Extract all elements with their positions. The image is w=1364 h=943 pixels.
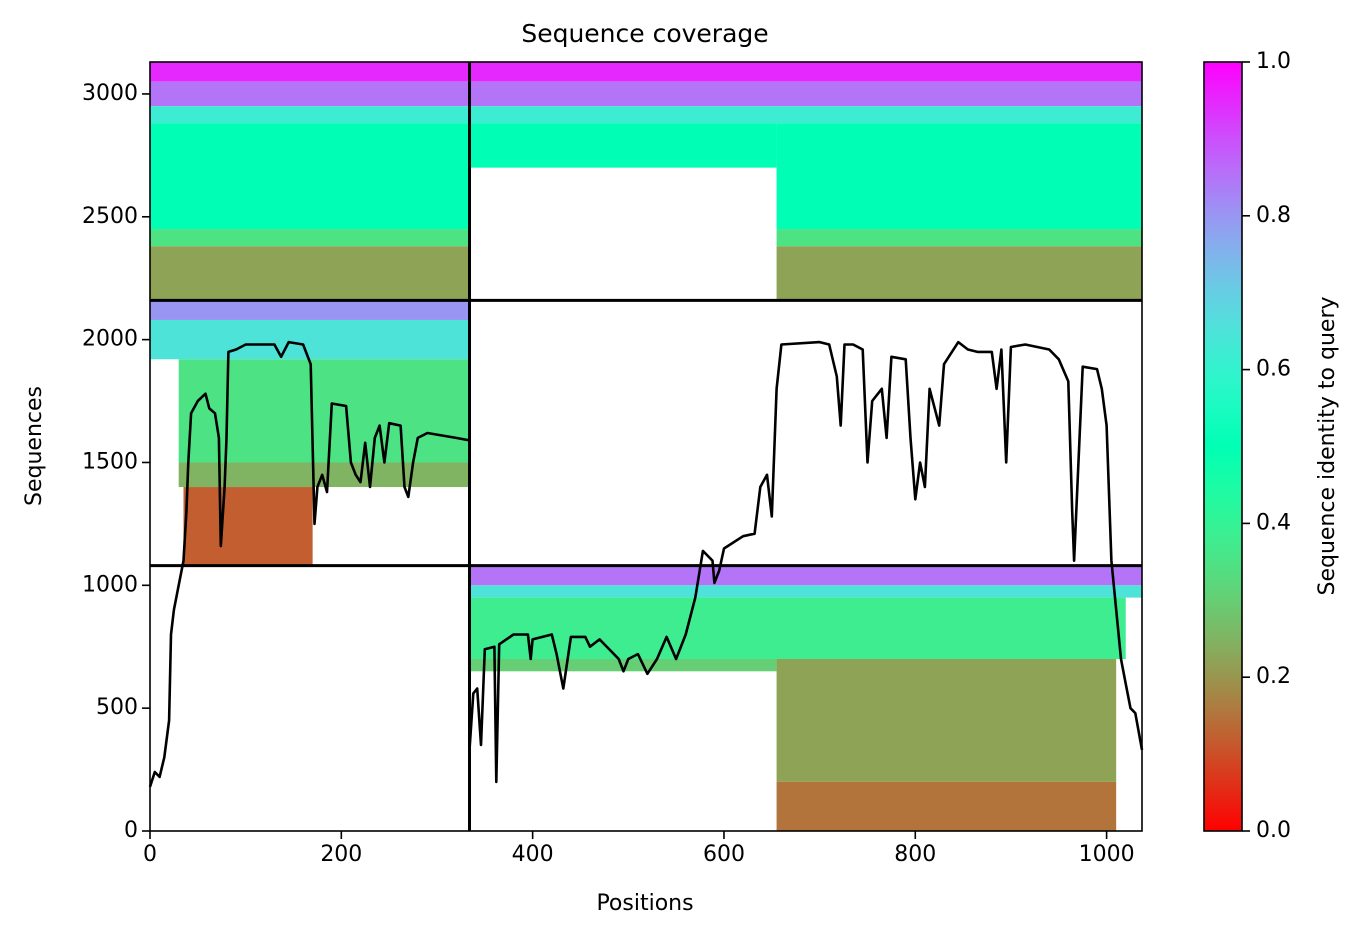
plot-frame — [149, 61, 1143, 832]
coverage-block — [776, 246, 1142, 301]
coverage-block — [150, 62, 1142, 82]
coverage-block — [469, 659, 777, 672]
coverage-block — [469, 585, 1143, 598]
coverage-block — [150, 300, 470, 320]
coverage-block — [776, 123, 1142, 230]
coverage-block — [776, 659, 1117, 782]
y-tick-label: 2500 — [82, 204, 138, 229]
coverage-block — [469, 565, 1143, 586]
colorbar-tick-label: 0.8 — [1256, 203, 1291, 228]
coverage-block — [469, 597, 1126, 660]
x-tick-label: 200 — [320, 842, 362, 867]
coverage-block — [183, 487, 313, 566]
colorbar-tick-label: 0.4 — [1256, 510, 1291, 535]
colorbar-label: Sequence identity to query — [1315, 296, 1340, 595]
y-tick-label: 1000 — [82, 572, 138, 597]
x-axis-label: Positions — [596, 891, 693, 916]
y-tick-label: 3000 — [82, 81, 138, 106]
coverage-block — [150, 246, 470, 301]
y-axis-label: Sequences — [22, 386, 47, 506]
chart-title: Sequence coverage — [521, 19, 768, 48]
coverage-block — [150, 319, 470, 360]
coverage-block — [776, 229, 1142, 247]
x-tick-label: 1000 — [1079, 842, 1135, 867]
y-tick-label: 2000 — [82, 327, 138, 352]
colorbar-tick-label: 1.0 — [1256, 49, 1291, 74]
x-tick-label: 400 — [512, 842, 554, 867]
coverage-block — [150, 81, 1142, 107]
colorbar — [1203, 61, 1243, 832]
coverage-block — [178, 359, 470, 463]
coverage-block — [150, 106, 1142, 124]
colorbar-tick-label: 0.6 — [1256, 357, 1291, 382]
y-tick-label: 500 — [96, 695, 138, 720]
x-tick-label: 0 — [143, 842, 157, 867]
y-tick-label: 0 — [124, 818, 138, 843]
coverage-block — [469, 123, 777, 168]
coverage-block — [150, 229, 470, 247]
coverage-block — [776, 781, 1117, 831]
coverage-block — [150, 123, 470, 230]
colorbar-tick-label: 0.0 — [1256, 818, 1291, 843]
colorbar-tick-label: 0.2 — [1256, 664, 1291, 689]
y-tick-label: 1500 — [82, 449, 138, 474]
x-tick-label: 600 — [703, 842, 745, 867]
x-tick-label: 800 — [894, 842, 936, 867]
coverage-line — [148, 340, 1144, 788]
